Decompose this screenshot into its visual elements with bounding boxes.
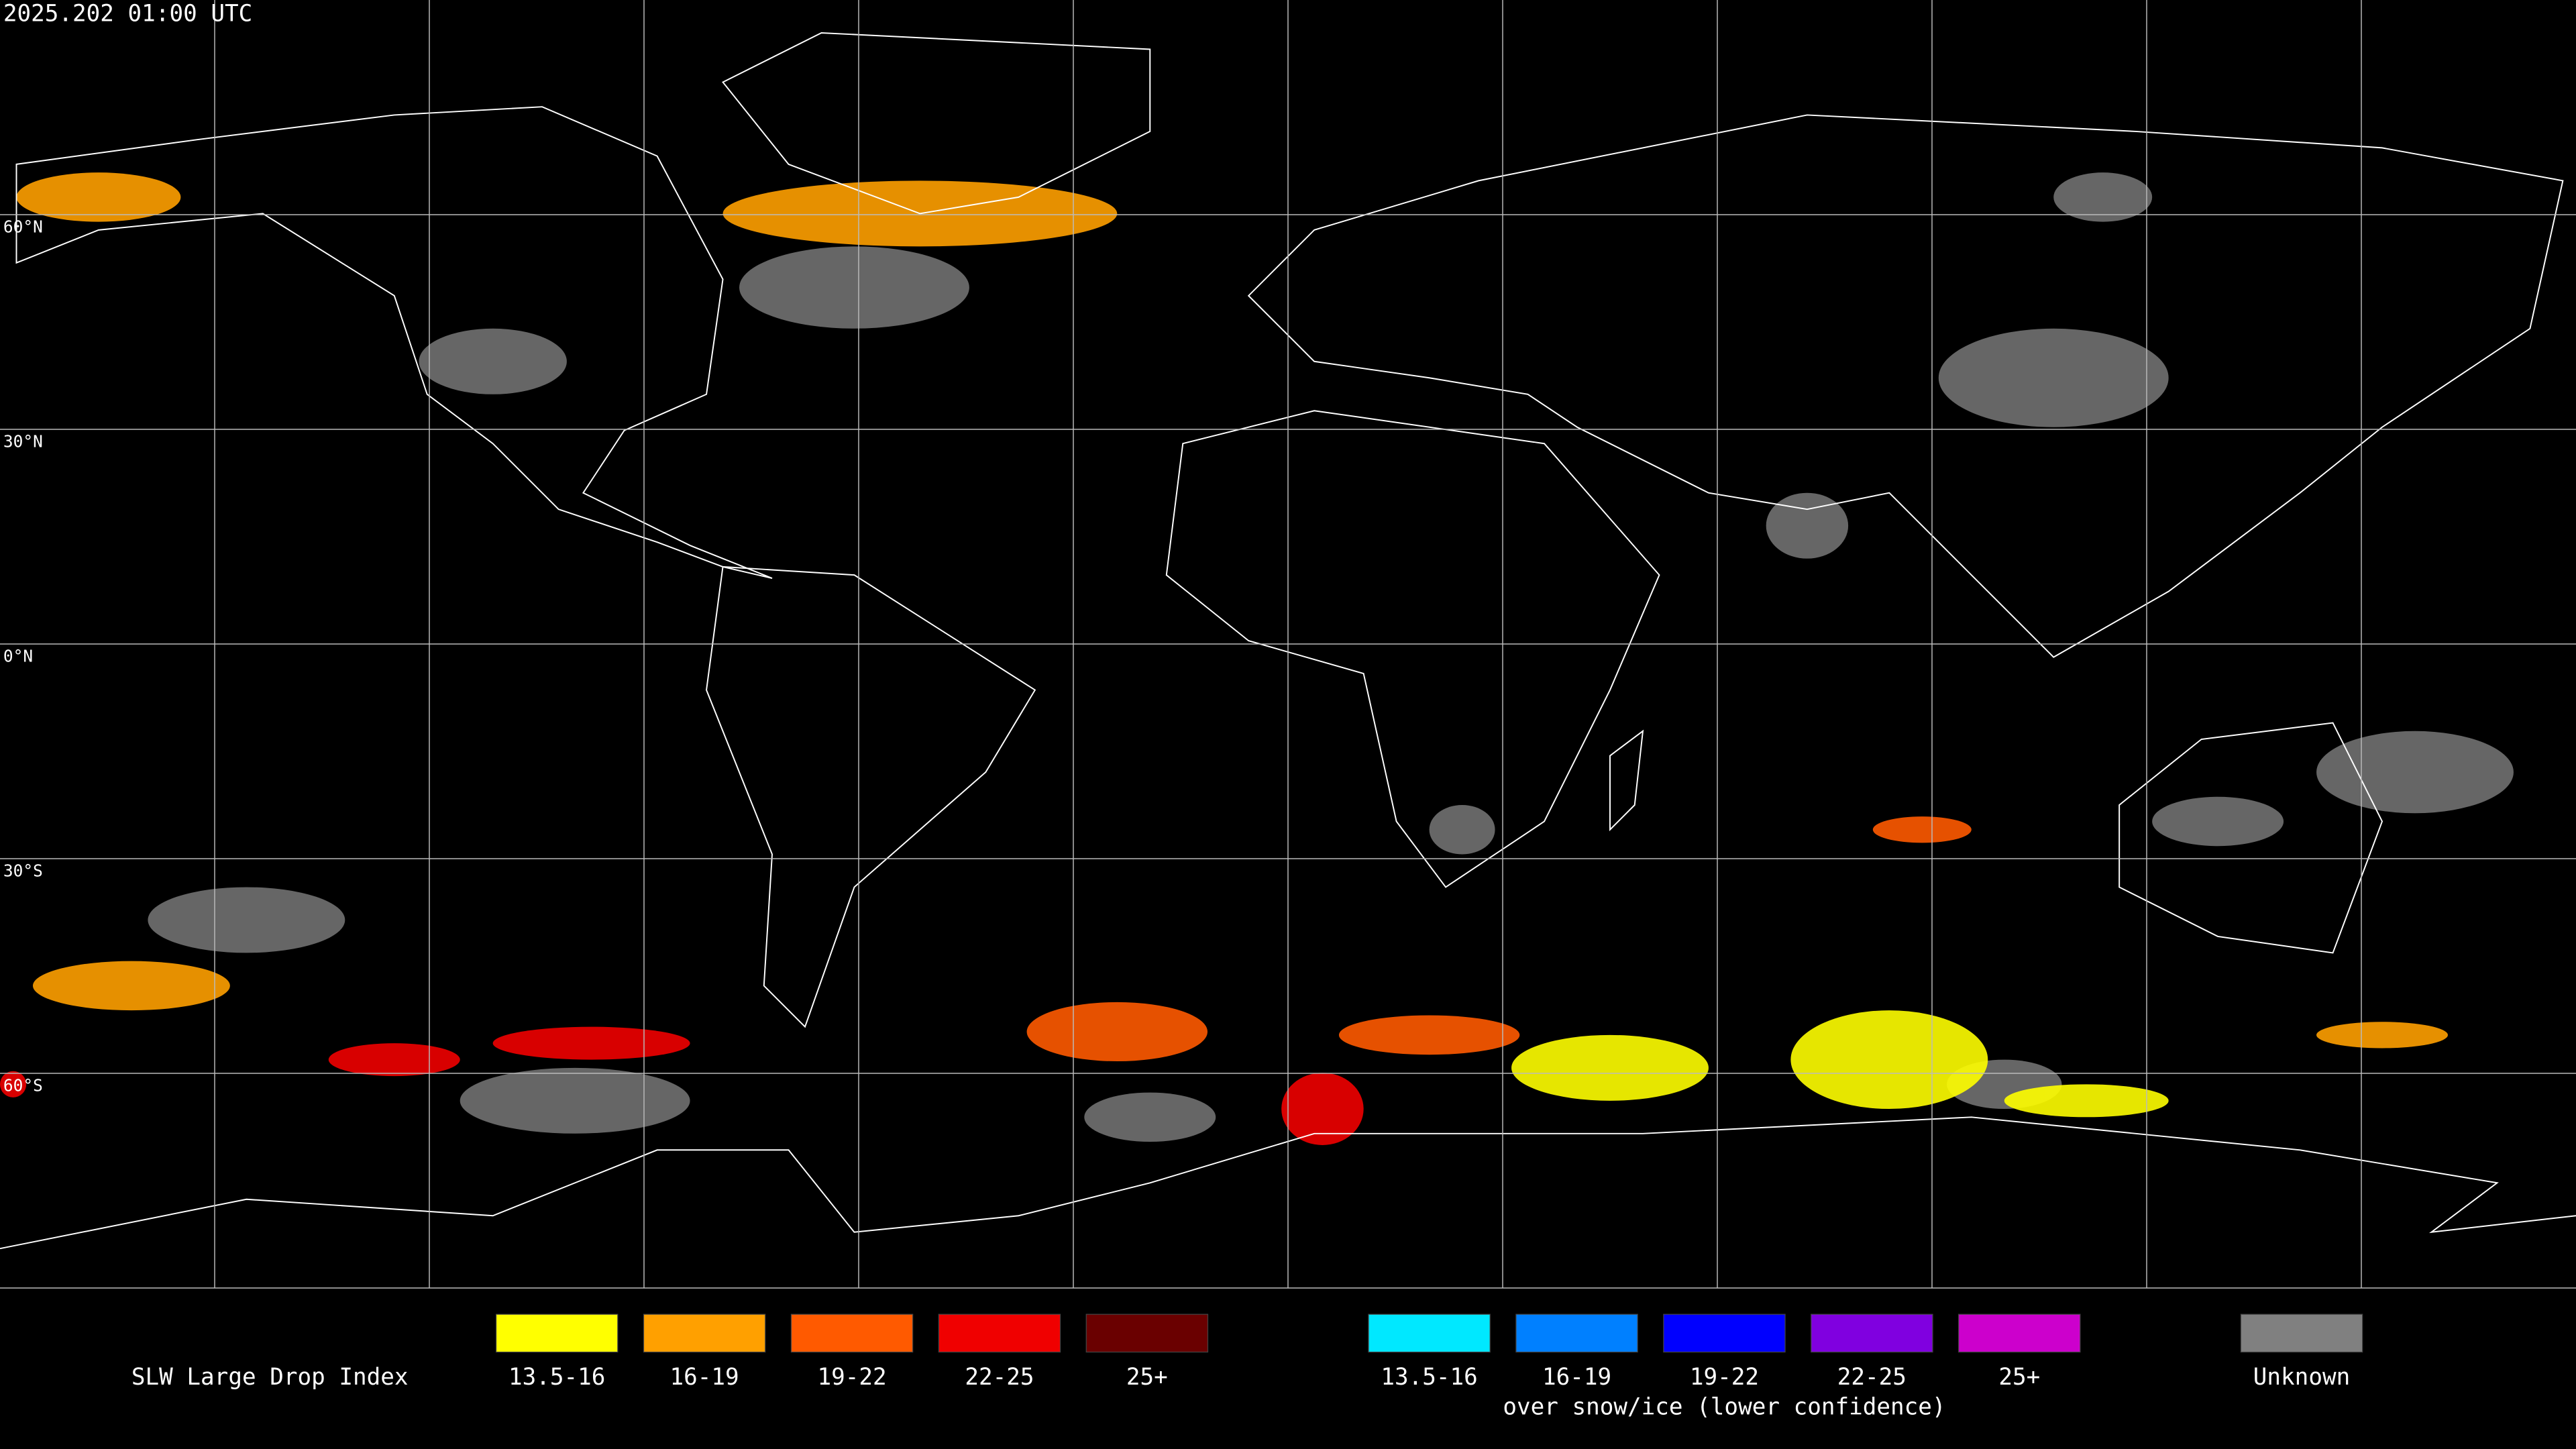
legend-label: 22-25 xyxy=(965,1364,1034,1391)
latitude-label: 30°S xyxy=(3,861,43,881)
legend-label: 25+ xyxy=(1126,1364,1168,1391)
legend-swatch xyxy=(643,1313,766,1353)
legend-swatch xyxy=(1663,1313,1786,1353)
legend-label: 22-25 xyxy=(1837,1364,1907,1391)
latitude-labels: 60°N 30°N 0°N 30°S 60°S xyxy=(3,217,43,1095)
legend: SLW Large Drop Index 13.5-16 16-19 19-22 22… xyxy=(131,1313,2363,1420)
legend-label: 16-19 xyxy=(1542,1364,1611,1391)
latitude-label: 0°N xyxy=(3,647,33,666)
legend-swatch xyxy=(495,1313,619,1353)
legend-label: Unknown xyxy=(2253,1364,2350,1391)
legend-swatch xyxy=(1515,1313,1638,1353)
latitude-label: 60°S xyxy=(3,1076,43,1095)
legend-swatch xyxy=(1811,1313,1933,1353)
coastlines xyxy=(0,32,2576,1250)
legend-swatch xyxy=(1085,1313,1209,1353)
legend-label: 13.5-16 xyxy=(508,1364,605,1391)
legend-swatch xyxy=(790,1313,914,1353)
cloud-field xyxy=(0,172,2514,1145)
legend-swatch xyxy=(2240,1313,2363,1353)
latitude-label: 30°N xyxy=(3,432,43,451)
legend-label: 16-19 xyxy=(670,1364,739,1391)
legend-label: 19-22 xyxy=(817,1364,886,1391)
legend-label: 25+ xyxy=(1998,1364,2040,1391)
legend-swatch xyxy=(1368,1313,1491,1353)
legend-swatch xyxy=(1958,1313,2081,1353)
legend-label: 19-22 xyxy=(1690,1364,1759,1391)
legend-swatch xyxy=(938,1313,1061,1353)
legend-title: SLW Large Drop Index xyxy=(131,1364,409,1391)
legend-caption: over snow/ice (lower confidence) xyxy=(1503,1393,1945,1420)
timestamp: 2025.202 01:00 UTC xyxy=(3,1,252,28)
legend-label: 13.5-16 xyxy=(1381,1364,1477,1391)
graticule xyxy=(0,0,2576,1289)
latitude-label: 60°N xyxy=(3,217,43,237)
